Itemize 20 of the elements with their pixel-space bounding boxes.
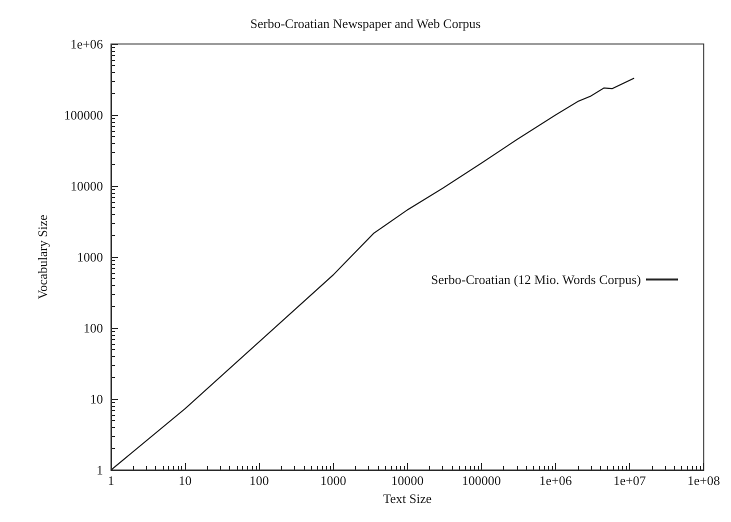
x-tick-label: 1e+07 — [613, 473, 646, 488]
y-tick-label: 10000 — [70, 178, 103, 194]
chart-title: Serbo-Croatian Newspaper and Web Corpus — [250, 16, 481, 31]
x-tick-label: 1e+08 — [687, 473, 720, 488]
x-tick-label: 1 — [108, 473, 114, 488]
y-tick-label: 1e+06 — [70, 36, 104, 52]
y-tick-label: 100000 — [64, 108, 103, 122]
x-tick-label: 10 — [178, 473, 192, 488]
y-tick-label: 100 — [84, 320, 103, 336]
y-tick-label: 1 — [96, 462, 103, 478]
y-axis-title: Vocabulary Size — [35, 214, 50, 300]
x-tick-label: 1e+06 — [539, 473, 572, 488]
y-tick-label: 1000 — [77, 250, 103, 264]
legend-label: Serbo-Croatian (12 Mio. Words Corpus) — [431, 272, 641, 287]
y-tick-label: 10 — [90, 392, 103, 406]
x-tick-label: 1000 — [320, 473, 346, 488]
x-axis-title: Text Size — [383, 490, 432, 506]
x-tick-label: 10000 — [391, 473, 424, 488]
x-tick-label: 100 — [249, 473, 269, 488]
x-tick-label: 100000 — [462, 473, 501, 488]
